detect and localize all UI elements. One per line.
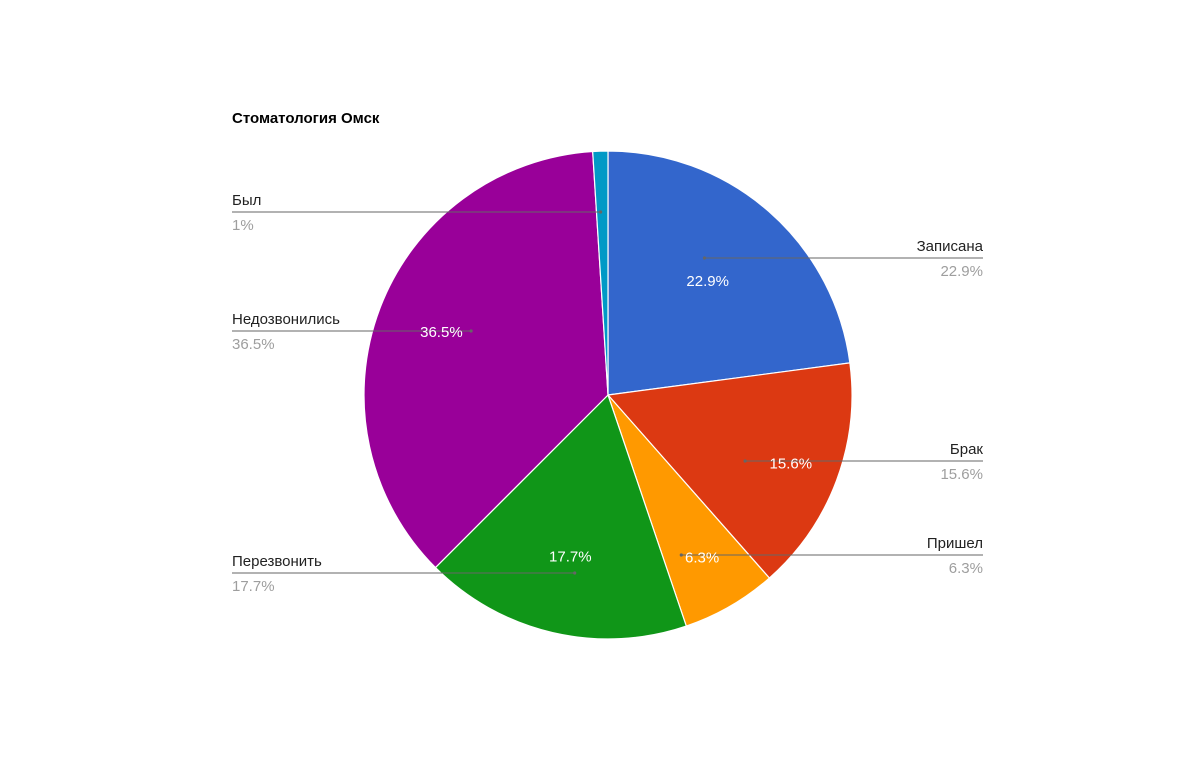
leader-dot bbox=[573, 571, 577, 575]
slice-inside-label: 17.7% bbox=[549, 549, 592, 566]
leader-dot bbox=[679, 553, 683, 557]
callout-name: Был bbox=[232, 192, 261, 209]
leader-dot bbox=[469, 329, 473, 333]
callout-percent: 22.9% bbox=[940, 263, 983, 280]
callout-name: Недозвонились bbox=[232, 311, 340, 328]
leader-dot bbox=[599, 210, 603, 214]
leader-lines bbox=[232, 210, 983, 575]
slice-inside-label: 36.5% bbox=[420, 324, 463, 341]
callout-percent: 36.5% bbox=[232, 336, 275, 353]
pie-slice-3 bbox=[434, 393, 688, 640]
callout-percent: 17.7% bbox=[232, 578, 275, 595]
callout-name: Пришел bbox=[927, 535, 983, 552]
callout-name: Брак bbox=[950, 441, 984, 458]
pie-slice-0 bbox=[607, 150, 851, 396]
callout-percent: 6.3% bbox=[949, 560, 983, 577]
slice-inside-label: 22.9% bbox=[686, 273, 729, 290]
callout-name: Записана bbox=[917, 238, 984, 255]
leader-dot bbox=[702, 256, 707, 260]
callout-name: Перезвонить bbox=[232, 553, 322, 570]
leader-dot bbox=[743, 459, 747, 463]
callout-percent: 15.6% bbox=[940, 466, 983, 483]
pie-slice-1 bbox=[606, 362, 853, 579]
slice-inside-label: 6.3% bbox=[685, 550, 719, 567]
slice-inside-label: 15.6% bbox=[770, 455, 813, 472]
pie-slice-4 bbox=[363, 150, 609, 569]
pie-slices bbox=[363, 150, 853, 640]
slice-labels: 22.9% Записана 22.9% 15.6% Брак 15.6% 6.3% Приш… bbox=[232, 192, 984, 595]
callout-percent: 1% bbox=[232, 217, 254, 234]
chart-title: Стоматология Омск bbox=[232, 110, 380, 127]
